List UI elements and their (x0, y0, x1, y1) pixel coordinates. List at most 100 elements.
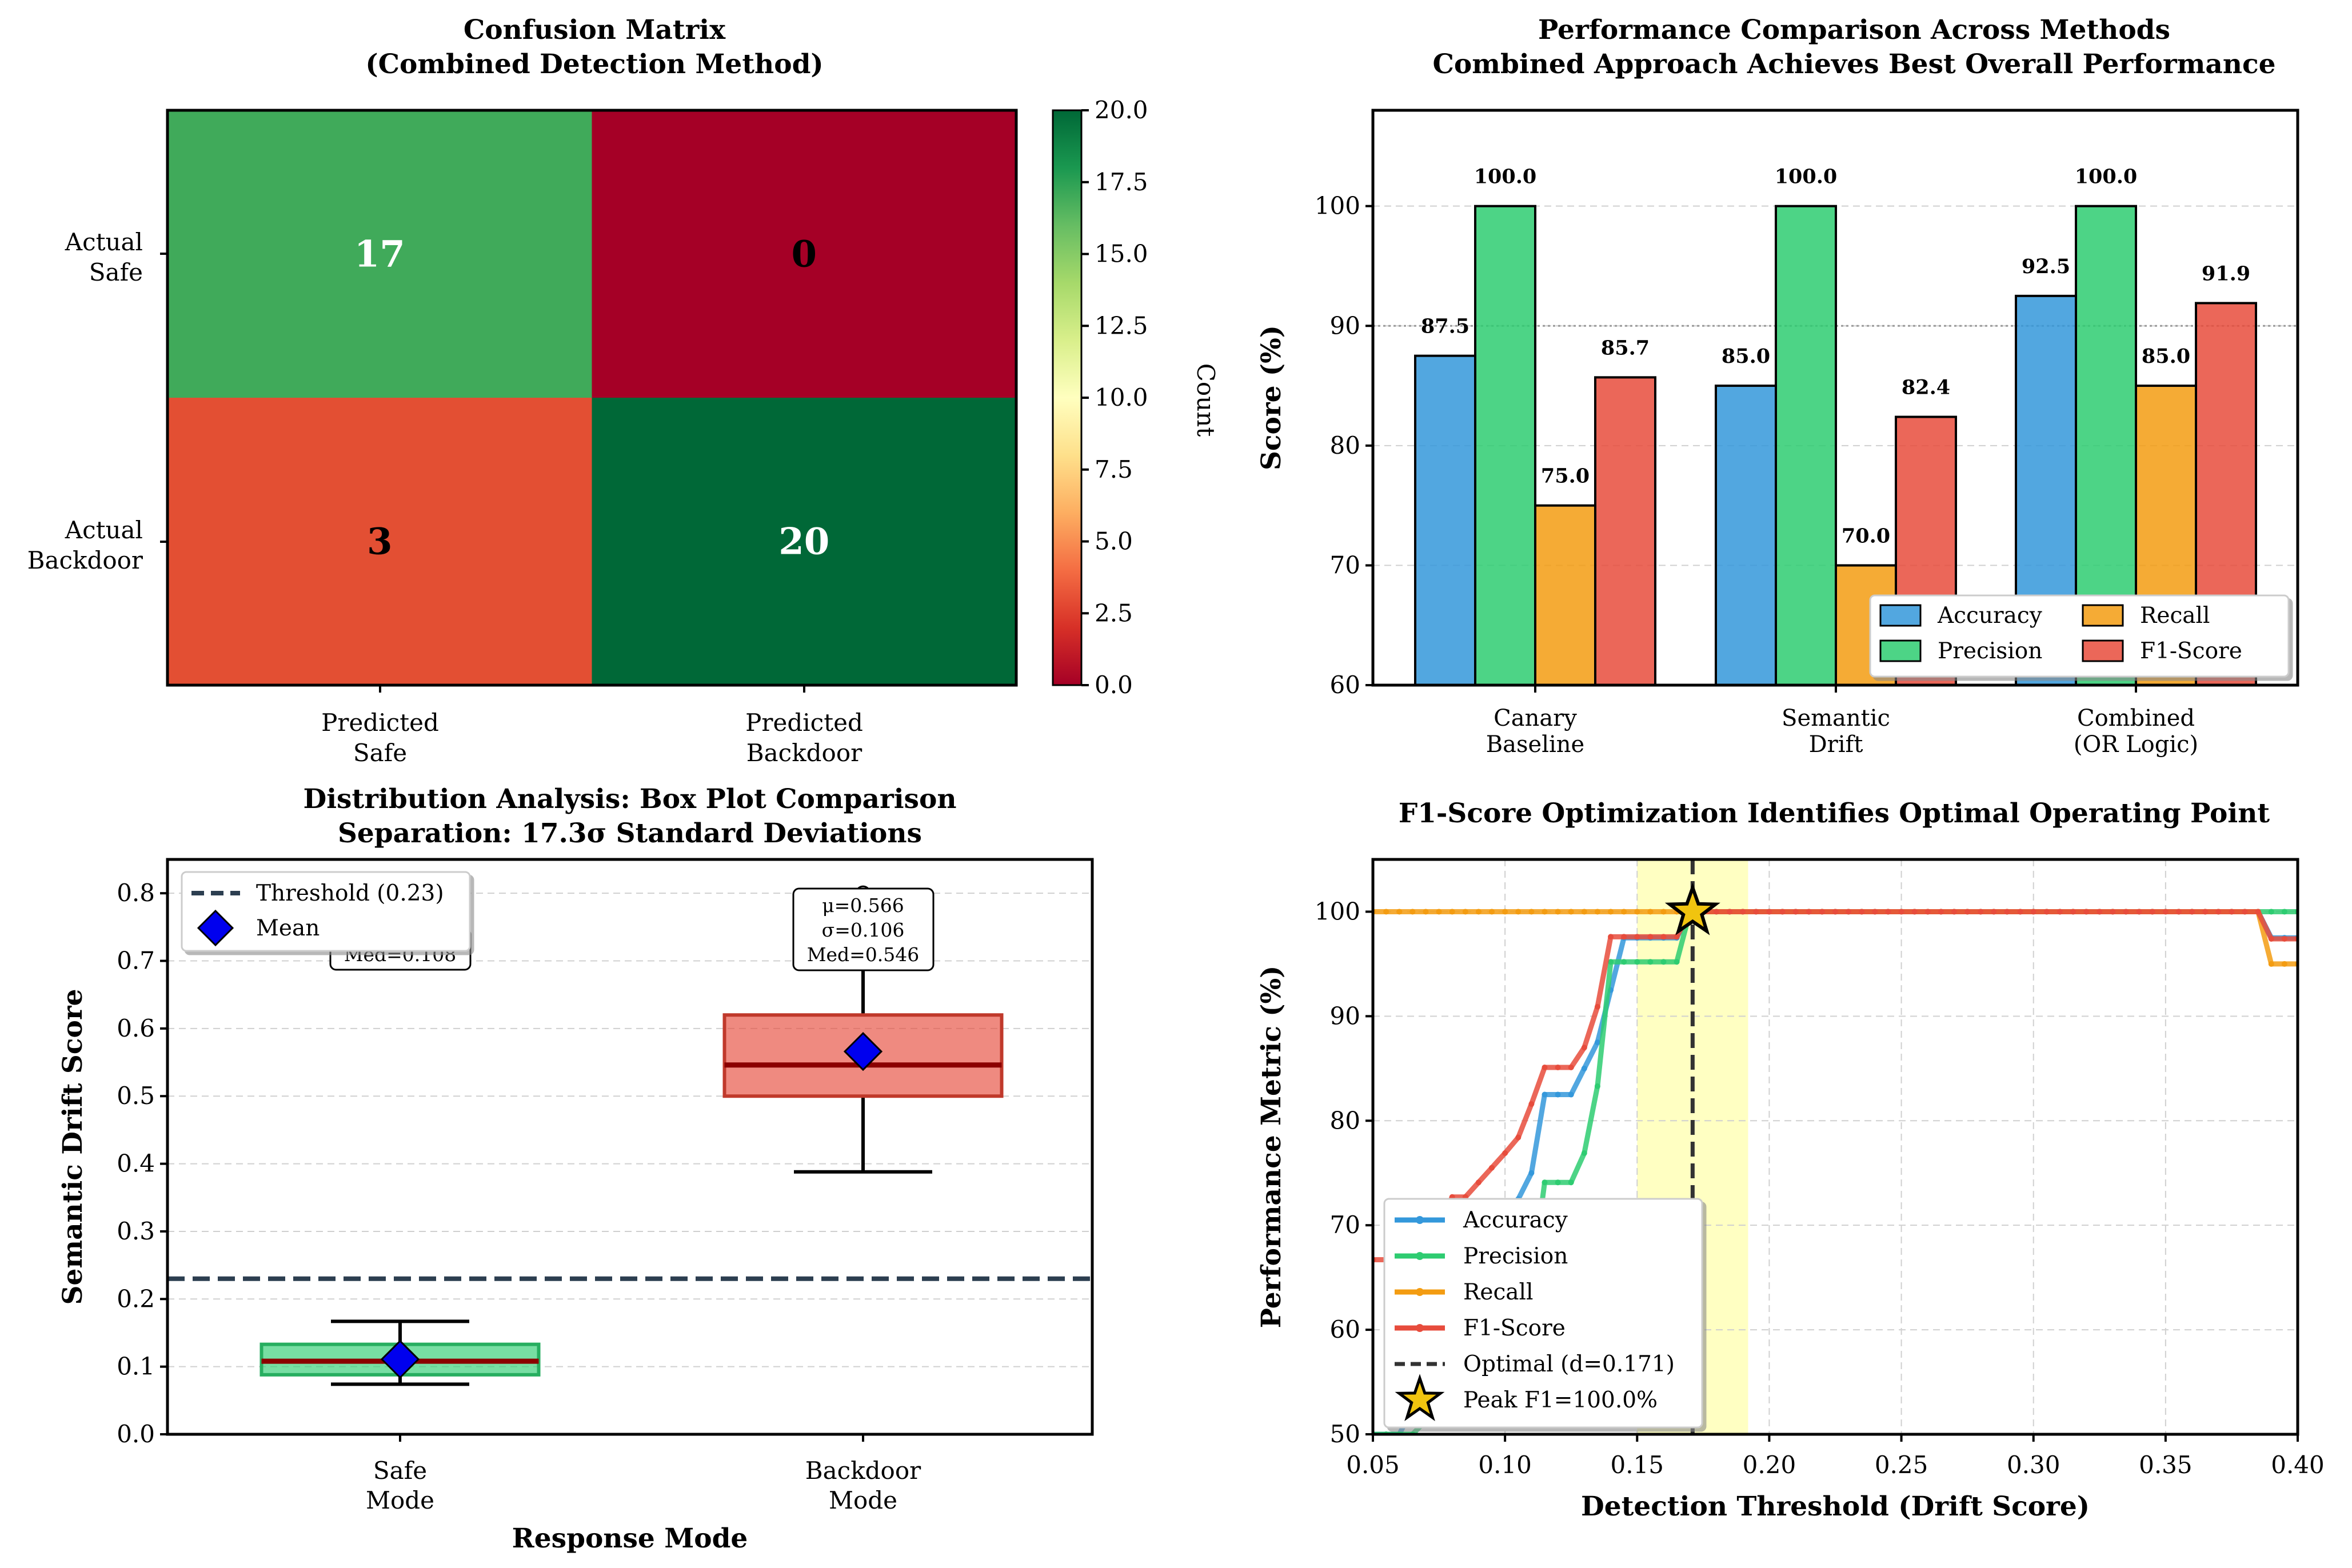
perf-xtick-label-1-line-2: Drift (1809, 731, 1863, 758)
f1-point-f1-score-13 (1542, 1064, 1548, 1070)
f1-point-f1-score-68 (2268, 936, 2274, 942)
f1-legend-label-peak: Peak F1=100.0% (1463, 1387, 1658, 1413)
f1-point-f1-score-20 (1634, 934, 1640, 940)
f1-point-recall-13 (1542, 909, 1548, 915)
f1-point-f1-score-31 (1779, 909, 1786, 915)
perf-bar-label-precision-2: 100.0 (2075, 165, 2138, 189)
f1-point-recall-21 (1647, 909, 1654, 915)
f1-point-recall-1 (1383, 909, 1389, 915)
perf-bar-label-recall-1: 70.0 (1842, 524, 1890, 547)
f1-point-f1-score-60 (2162, 909, 2169, 915)
f1-point-recall-69 (2281, 961, 2287, 967)
distribution-boxplot-panel: Distribution Analysis: Box Plot Comparis… (57, 783, 1094, 1554)
perf-xtick-label-1-line-1: Semantic (1782, 705, 1890, 731)
perf-title-line-1: Performance Comparison Across Methods (1538, 14, 2170, 46)
f1-point-f1-score-40 (1898, 909, 1904, 915)
f1-ytick-label-1: 60 (1330, 1315, 1360, 1343)
f1-point-f1-score-18 (1608, 934, 1614, 940)
f1-legend-swatch-dot-2 (1416, 1288, 1424, 1296)
f1-point-f1-score-12 (1528, 1101, 1535, 1107)
performance-comparison-panel: Performance Comparison Across Methods Co… (1256, 14, 2299, 758)
box-title-line-2: Separation: 17.3σ Standard Deviations (338, 818, 922, 849)
f1-axes-frame (1371, 858, 2299, 1436)
perf-xtick-label-0-line-1: Canary (1494, 705, 1577, 731)
colorbar-label: Count (1192, 363, 1220, 437)
perf-ylabel: Score (%) (1256, 325, 1287, 470)
f1-point-precision-69 (2281, 909, 2287, 915)
f1-point-f1-score-69 (2281, 936, 2287, 942)
perf-bar-label-precision-0: 100.0 (1474, 165, 1537, 189)
perf-bar-label-f1-score-1: 82.4 (1902, 376, 1950, 399)
f1-point-f1-score-48 (2004, 909, 2010, 915)
box-mean-marker-0 (380, 1339, 420, 1379)
f1-legend-swatch-dot-1 (1416, 1252, 1424, 1260)
box-xtick-label-1-line-2: Mode (829, 1486, 897, 1514)
perf-bar-label-f1-score-0: 85.7 (1601, 336, 1650, 359)
f1-point-f1-score-61 (2175, 909, 2182, 915)
cm-frame (166, 109, 1018, 687)
f1-xtick-label-3: 0.20 (1743, 1451, 1796, 1479)
f1-ytick-label-4: 90 (1330, 1002, 1360, 1030)
f1-point-recall-22 (1660, 909, 1667, 915)
perf-legend-label-3: F1-Score (2140, 638, 2242, 664)
f1-xtick-label-4: 0.25 (1875, 1451, 1928, 1479)
f1-point-f1-score-47 (1991, 909, 1997, 915)
cm-row-label-1-line-2: Backdoor (27, 546, 143, 574)
colorbar-tick-label-6: 15.0 (1095, 240, 1148, 268)
f1-point-f1-score-58 (2136, 909, 2142, 915)
f1-legend-label-1: Precision (1463, 1243, 1568, 1269)
f1-point-f1-score-8 (1475, 1179, 1482, 1186)
box-legend-box (181, 871, 471, 952)
perf-xtick-label-0-line-2: Baseline (1486, 731, 1584, 758)
f1-point-f1-score-55 (2097, 909, 2103, 915)
box-ytick-label-3: 0.3 (117, 1217, 155, 1245)
perf-ytick-label-3: 90 (1330, 311, 1360, 339)
f1-point-f1-score-34 (1819, 909, 1825, 915)
f1-ytick-label-3: 80 (1330, 1106, 1360, 1134)
perf-bar-label-precision-1: 100.0 (1775, 165, 1838, 189)
f1-point-precision-22 (1660, 959, 1667, 965)
f1-point-f1-score-26 (1713, 909, 1719, 915)
f1-point-f1-score-50 (2030, 909, 2036, 915)
perf-legend-swatch-2 (2082, 604, 2124, 627)
cm-cell-value-1-1: 20 (778, 521, 829, 563)
perf-legend-label-1: Precision (1938, 638, 2042, 664)
cm-cell-value-0-0: 17 (354, 233, 405, 276)
f1-point-recall-19 (1621, 909, 1627, 915)
f1-ytick-label-2: 70 (1330, 1211, 1360, 1239)
f1-point-recall-18 (1608, 909, 1614, 915)
f1-ytick-label-0: 50 (1330, 1420, 1360, 1448)
box-body-1 (722, 1013, 1004, 1098)
f1-point-f1-score-57 (2123, 909, 2129, 915)
box-stat-annotation-1-line-0: μ=0.566 (822, 894, 904, 917)
f1-point-accuracy-16 (1581, 1065, 1587, 1071)
f1-point-f1-score-44 (1951, 909, 1958, 915)
f1-xtick-label-2: 0.15 (1611, 1451, 1664, 1479)
f1-ytick-label-5: 100 (1315, 897, 1360, 925)
f1-point-f1-score-37 (1859, 909, 1865, 915)
box-legend-threshold-label: Threshold (0.23) (256, 881, 444, 906)
f1-point-precision-20 (1634, 959, 1640, 965)
perf-legend-label-0: Accuracy (1937, 603, 2042, 629)
perf-bar-label-accuracy-2: 92.5 (2022, 255, 2070, 278)
cm-cell-value-0-1: 0 (791, 233, 817, 276)
f1-point-precision-17 (1594, 1083, 1600, 1089)
f1-legend-label-optimal: Optimal (d=0.171) (1463, 1351, 1675, 1377)
f1-point-recall-6 (1449, 909, 1455, 915)
f1-point-f1-score-23 (1674, 934, 1680, 940)
f1-point-precision-13 (1542, 1179, 1548, 1186)
f1-point-f1-score-38 (1872, 909, 1878, 915)
f1-point-recall-14 (1555, 909, 1561, 915)
f1-point-f1-score-14 (1555, 1064, 1561, 1070)
colorbar-tick-label-8: 20.0 (1095, 96, 1148, 124)
perf-bar-label-recall-0: 75.0 (1541, 465, 1590, 488)
cm-col-label-1-line-1: Predicted (745, 709, 863, 737)
f1-point-accuracy-14 (1555, 1091, 1561, 1098)
colorbar-tick-label-2: 5.0 (1095, 527, 1133, 555)
f1-point-recall-9 (1489, 909, 1495, 915)
f1-optimization-panel: F1-Score Optimization Identifies Optimal… (1256, 798, 2325, 1522)
perf-bar-f1-score-0 (1594, 376, 1656, 686)
f1-legend-box (1383, 1198, 1703, 1429)
f1-point-accuracy-13 (1542, 1091, 1548, 1098)
